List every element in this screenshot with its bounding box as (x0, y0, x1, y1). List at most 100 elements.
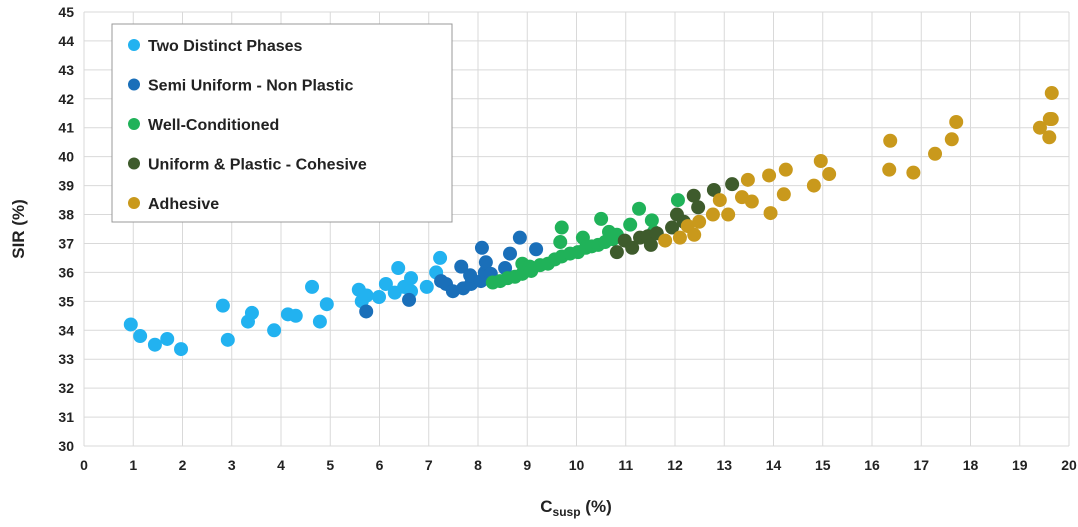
legend-marker (128, 78, 140, 91)
data-point (623, 217, 638, 232)
legend-marker (128, 39, 140, 51)
data-point (359, 288, 374, 303)
data-point (806, 178, 821, 193)
data-point (319, 297, 334, 312)
data-point (359, 304, 374, 319)
data-point (220, 332, 235, 347)
data-point (404, 271, 419, 286)
legend-label: Two Distinct Phases (148, 38, 303, 55)
x-tick-label: 5 (326, 457, 334, 473)
data-point (686, 188, 701, 203)
data-point (725, 177, 740, 192)
y-tick-label: 32 (58, 380, 74, 396)
legend-marker (128, 157, 140, 170)
x-tick-label: 6 (376, 457, 384, 473)
legend-label: Well-Conditioned (148, 117, 279, 134)
data-point (691, 200, 706, 215)
data-point (740, 172, 755, 187)
legend-label: Adhesive (148, 196, 219, 213)
x-tick-label: 4 (277, 457, 285, 473)
data-point (1044, 112, 1059, 127)
x-tick-label: 0 (80, 457, 88, 473)
data-point (474, 240, 489, 255)
data-point (665, 220, 680, 235)
y-tick-label: 37 (58, 235, 74, 251)
data-point (763, 206, 778, 221)
data-point (433, 250, 448, 265)
data-point (1032, 120, 1047, 135)
y-tick-label: 34 (58, 322, 74, 338)
y-tick-label: 45 (58, 4, 74, 20)
x-tick-label: 9 (523, 457, 531, 473)
data-point (378, 276, 393, 291)
y-tick-label: 40 (58, 149, 74, 165)
data-point (944, 132, 959, 147)
data-point (391, 261, 406, 276)
data-point (478, 255, 493, 270)
x-tick-label: 1 (129, 457, 137, 473)
x-tick-label: 19 (1012, 457, 1028, 473)
y-axis-label: SIR (%) (9, 199, 28, 259)
data-point (822, 167, 837, 182)
data-point (503, 246, 518, 261)
data-point (712, 193, 727, 208)
data-point (512, 230, 527, 245)
x-tick-label: 13 (716, 457, 732, 473)
data-point (288, 308, 303, 323)
legend-marker (128, 118, 140, 130)
x-axis-label: Csusp (%) (540, 497, 611, 519)
data-point (670, 193, 685, 208)
x-tick-label: 18 (963, 457, 979, 473)
legend-marker (128, 197, 140, 209)
data-point (312, 314, 327, 329)
x-tick-label: 20 (1061, 457, 1077, 473)
data-point (1044, 86, 1059, 101)
data-point (644, 213, 659, 228)
x-label-main: C (540, 497, 552, 516)
data-point (706, 182, 721, 197)
data-point (553, 235, 568, 250)
x-tick-label: 10 (569, 457, 585, 473)
data-point (658, 233, 673, 248)
data-point (174, 342, 189, 357)
data-point (705, 207, 720, 222)
data-point (906, 165, 921, 180)
data-point (776, 187, 791, 202)
y-tick-label: 39 (58, 178, 74, 194)
x-tick-label: 15 (815, 457, 831, 473)
data-point (625, 240, 640, 255)
data-point (463, 268, 478, 283)
y-tick-label: 38 (58, 207, 74, 223)
data-point (692, 214, 707, 229)
data-point (147, 337, 162, 352)
legend-box (111, 23, 453, 223)
x-tick-label: 3 (228, 457, 236, 473)
data-point (632, 201, 647, 216)
data-point (402, 292, 417, 307)
x-tick-label: 12 (667, 457, 683, 473)
x-label-sub: susp (553, 505, 581, 519)
data-point (672, 230, 687, 245)
data-point (133, 329, 148, 344)
data-point (882, 162, 897, 177)
data-point (267, 323, 282, 338)
x-tick-label: 14 (766, 457, 782, 473)
data-point (949, 114, 964, 129)
data-point (721, 207, 736, 222)
data-point (123, 317, 138, 332)
data-point (813, 154, 828, 169)
data-point (762, 168, 777, 183)
data-point (529, 242, 544, 257)
x-tick-label: 7 (425, 457, 433, 473)
y-tick-label: 41 (58, 120, 74, 136)
x-tick-label: 16 (864, 457, 880, 473)
data-point (594, 211, 609, 226)
x-tick-label: 17 (913, 457, 929, 473)
x-tick-label: 2 (179, 457, 187, 473)
x-tick-label: 8 (474, 457, 482, 473)
data-point (160, 331, 175, 346)
x-label-suffix: (%) (581, 497, 612, 516)
data-point (1042, 130, 1057, 145)
data-point (454, 259, 469, 274)
